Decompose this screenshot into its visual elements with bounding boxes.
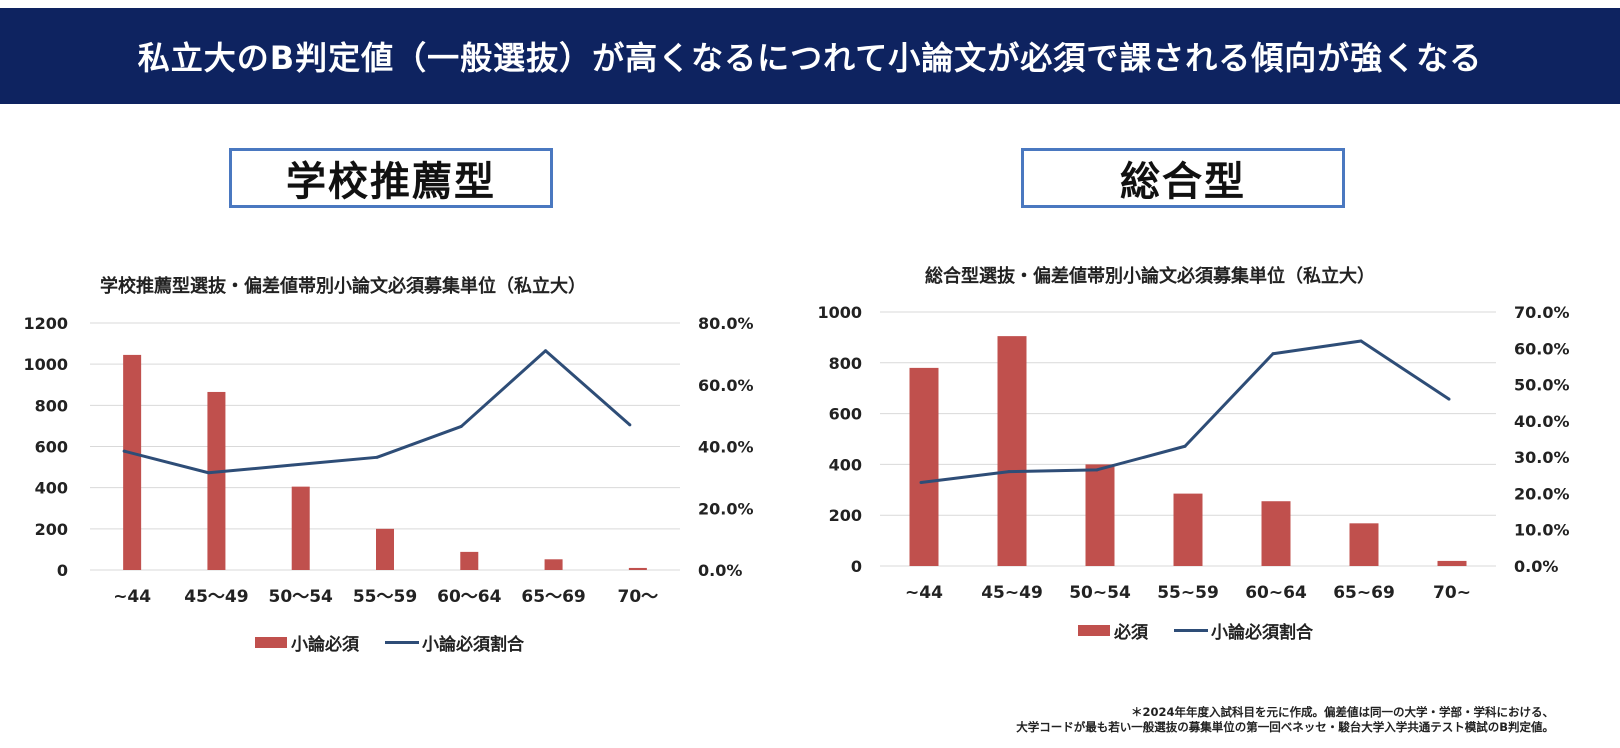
chart-title-left: 学校推薦型選抜・偏差値帯別小論文必須募集単位（私立大）: [100, 276, 586, 297]
y-left-tick-label: 600: [35, 438, 68, 457]
ratio-point: [1447, 397, 1451, 401]
ratio-point: [1359, 339, 1363, 343]
y-left-tick-label: 0: [57, 561, 68, 580]
ratio-point: [206, 471, 210, 475]
x-tick-label: 55～59: [353, 587, 417, 607]
ratio-point: [375, 455, 379, 459]
y-right-tick-label: 20.0%: [698, 499, 754, 518]
y-left-tick-label: 600: [829, 405, 862, 424]
x-tick-label: 45～49: [184, 587, 248, 607]
x-tick-label: 60~64: [1245, 583, 1307, 603]
legend-line-swatch: [1174, 629, 1208, 632]
ratio-point: [1183, 444, 1187, 448]
ratio-point: [544, 349, 548, 353]
y-right-tick-label: 0.0%: [1514, 557, 1558, 576]
ratio-point: [1095, 468, 1099, 472]
bar: [544, 559, 563, 570]
y-left-tick-label: 800: [35, 396, 68, 415]
ratio-point: [628, 423, 632, 427]
header-banner: 私立大のB判定値（一般選抜）が高くなるにつれて小論文が必須で課される傾向が強くな…: [0, 8, 1620, 104]
x-tick-label: 70～: [618, 587, 659, 607]
ratio-point: [122, 449, 126, 453]
y-right-tick-label: 60.0%: [1514, 339, 1570, 358]
bar: [1437, 560, 1467, 566]
y-left-tick-label: 200: [829, 506, 862, 525]
legend-bar-label: 必須: [1114, 623, 1148, 643]
bar: [997, 336, 1027, 566]
footnote-line-1: ＊2024年年度入試科目を元に作成。偏差値は同一の大学・学部・学科における、: [1130, 705, 1554, 719]
y-right-tick-label: 10.0%: [1514, 521, 1570, 540]
ratio-point: [459, 424, 463, 428]
y-right-tick-label: 70.0%: [1514, 303, 1570, 322]
y-right-tick-label: 20.0%: [1514, 484, 1570, 503]
x-tick-label: 50~54: [1069, 583, 1131, 603]
y-right-tick-label: 60.0%: [698, 376, 754, 395]
ratio-point: [1007, 470, 1011, 474]
bar: [207, 391, 226, 570]
bar: [460, 551, 479, 570]
section-label-recommendation: 学校推薦型: [229, 148, 553, 208]
y-left-tick-label: 1000: [23, 355, 68, 374]
y-left-tick-label: 1200: [23, 314, 68, 333]
y-left-tick-label: 400: [829, 455, 862, 474]
x-tick-label: 50～54: [269, 587, 333, 607]
bar: [291, 486, 310, 570]
y-right-tick-label: 0.0%: [698, 561, 742, 580]
legend-bar-label: 小論必須: [291, 635, 359, 655]
ratio-point: [291, 463, 295, 467]
legend-bar-swatch: [255, 637, 287, 648]
bar: [628, 567, 647, 570]
y-right-tick-label: 30.0%: [1514, 448, 1570, 467]
x-tick-label: ~44: [113, 587, 151, 607]
legend-bar-swatch: [1078, 625, 1110, 636]
ratio-point: [1271, 352, 1275, 356]
y-left-tick-label: 0: [851, 557, 862, 576]
bar: [1085, 464, 1115, 566]
legend-line-swatch: [385, 641, 419, 644]
legend-line-label: 小論必須割合: [422, 635, 524, 655]
x-tick-label: 65~69: [1333, 583, 1395, 603]
bar: [1261, 501, 1291, 566]
y-left-tick-label: 400: [35, 479, 68, 498]
section-label-comprehensive: 総合型: [1021, 148, 1345, 208]
bar: [909, 367, 939, 566]
x-tick-label: 65～69: [521, 587, 585, 607]
section-label-text: 学校推薦型: [286, 159, 496, 205]
x-tick-label: ~44: [905, 583, 943, 603]
bar: [1173, 493, 1203, 566]
bar: [1349, 523, 1379, 566]
page-title: 私立大のB判定値（一般選抜）が高くなるにつれて小論文が必須で課される傾向が強くな…: [137, 39, 1483, 77]
bar: [376, 528, 394, 570]
chart-title-right: 総合型選抜・偏差値帯別小論文必須募集単位（私立大）: [925, 266, 1375, 287]
footnote: ＊2024年年度入試科目を元に作成。偏差値は同一の大学・学部・学科における、 大…: [1016, 705, 1554, 735]
ratio-point: [919, 481, 923, 485]
legend-right: 必須 小論必須割合: [1078, 618, 1313, 643]
y-right-tick-label: 80.0%: [698, 314, 754, 333]
legend-line-label: 小論必須割合: [1211, 623, 1313, 643]
x-tick-label: 60～64: [437, 587, 501, 607]
y-right-tick-label: 40.0%: [1514, 412, 1570, 431]
y-left-tick-label: 200: [35, 520, 68, 539]
section-label-text: 総合型: [1120, 159, 1246, 205]
x-tick-label: 45~49: [981, 583, 1043, 603]
legend-left: 小論必須 小論必須割合: [255, 630, 524, 655]
x-tick-label: 70~: [1433, 583, 1471, 603]
y-left-tick-label: 1000: [817, 303, 862, 322]
y-left-tick-label: 800: [829, 354, 862, 373]
bar: [123, 354, 142, 570]
footnote-line-2: 大学コードが最も若い一般選抜の募集単位の第一回ベネッセ・駿台大学入学共通テスト模…: [1016, 720, 1554, 734]
x-tick-label: 55~59: [1157, 583, 1219, 603]
y-right-tick-label: 50.0%: [1514, 376, 1570, 395]
y-right-tick-label: 40.0%: [698, 438, 754, 457]
